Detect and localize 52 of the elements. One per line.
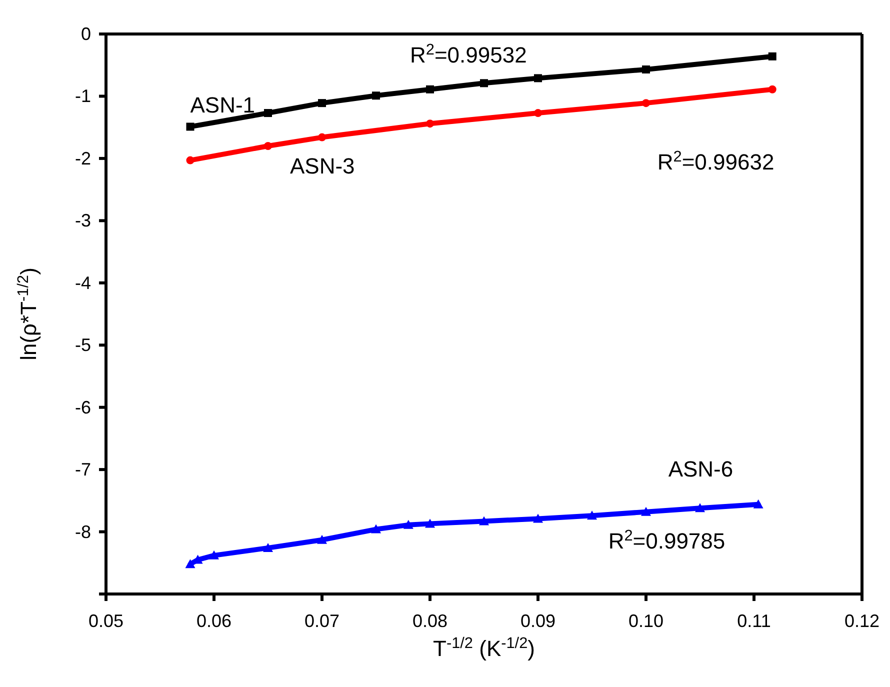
point [426, 85, 434, 94]
point [642, 99, 650, 108]
point [186, 156, 194, 164]
y-tick-label: 0 [80, 24, 91, 44]
point [534, 109, 542, 118]
annotation: R$^{2}$=0.99532 [410, 40, 527, 68]
series-label: ASN-3 [290, 154, 355, 179]
point [641, 506, 651, 516]
x-tick-label: 0.12 [844, 611, 880, 631]
point [480, 79, 488, 88]
y-tick-label: -5 [74, 335, 91, 356]
point [695, 503, 705, 512]
y-tick-label: -4 [74, 272, 91, 293]
point [185, 559, 196, 568]
point [426, 120, 434, 128]
point [768, 85, 776, 94]
series-label: ASN-1 [190, 92, 256, 118]
point [186, 122, 194, 131]
point [425, 518, 435, 528]
x-tick-label: 0.10 [628, 611, 664, 631]
y-tick-label: -6 [74, 397, 91, 418]
point [403, 520, 414, 529]
x-tick-label: 0.05 [88, 611, 124, 631]
x-tick-label: 0.09 [520, 611, 556, 631]
x-tick-label: 0.07 [304, 611, 340, 631]
point [753, 499, 764, 508]
point [264, 142, 272, 150]
point [533, 514, 543, 523]
point [479, 516, 489, 526]
y-tick-label: -3 [74, 210, 91, 231]
point [318, 133, 326, 142]
y-tick-label: -8 [74, 522, 91, 542]
x-tick-label: 0.08 [412, 611, 448, 631]
x-tick-label: 0.11 [737, 611, 771, 631]
x-axis-title: T$^{-1/2}$ (K$^{-1/2}$) [433, 634, 535, 661]
x-tick-label: 0.06 [196, 611, 232, 631]
point [264, 109, 272, 118]
y-tick-label: -7 [74, 460, 91, 480]
point [371, 524, 381, 534]
point [318, 99, 326, 108]
y-tick-label: -2 [74, 148, 91, 168]
y-tick-label: -1 [74, 86, 91, 106]
point [768, 52, 776, 60]
annotation: R$^{2}$=0.99785 [608, 526, 726, 554]
annotation: R$^{2}$=0.99632 [657, 148, 774, 174]
point [209, 550, 219, 560]
point [372, 92, 380, 100]
point [587, 510, 597, 520]
point [642, 65, 650, 74]
point [263, 542, 273, 552]
point [317, 534, 327, 544]
series-label: ASN-6 [668, 456, 734, 482]
